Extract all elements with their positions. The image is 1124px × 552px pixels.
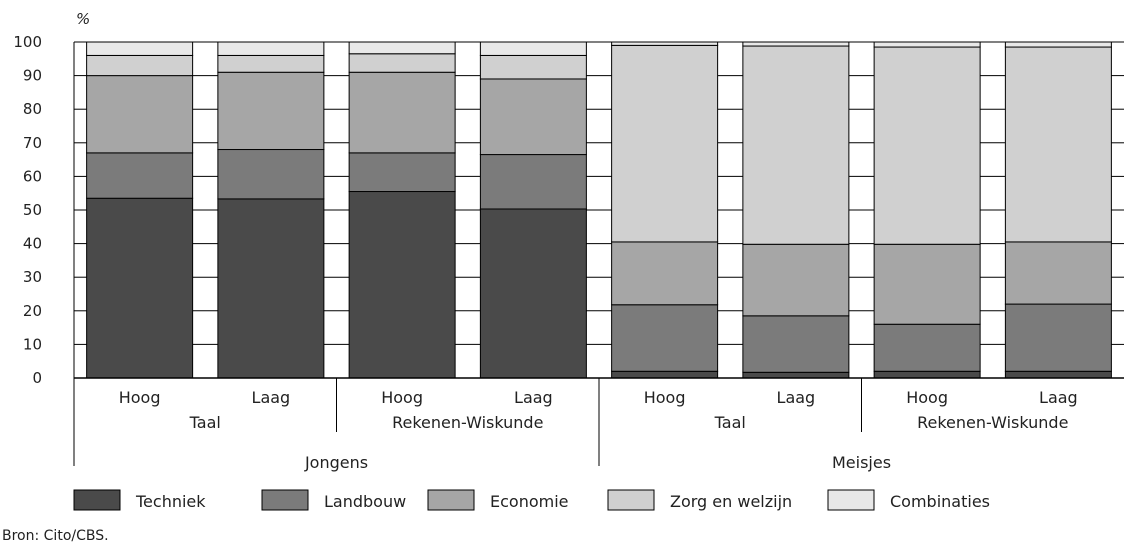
bar-segment-4-col-3 — [348, 53, 456, 73]
bar-segment-2-col-2 — [217, 149, 325, 200]
bar-segment-2-col-8 — [1004, 303, 1112, 372]
bar-segment-2-col-7 — [873, 323, 981, 372]
bar-segment-3-col-4 — [479, 78, 587, 156]
bar-segment-1-col-6 — [742, 371, 850, 379]
bar-segment-5-col-6 — [742, 41, 850, 47]
y-axis-unit-label: % — [76, 10, 90, 28]
subject-group-label-1: Taal — [189, 413, 221, 432]
legend-label-5: Combinaties — [890, 492, 990, 511]
y-tick-label-5: 40 — [23, 235, 42, 253]
category-label-8: Laag — [1039, 388, 1078, 407]
category-label-3: Hoog — [381, 388, 423, 407]
y-tick-label-3: 20 — [23, 302, 42, 320]
category-label-7: Hoog — [906, 388, 948, 407]
source-note: Bron: Cito/CBS. — [2, 528, 109, 544]
category-label-1: Hoog — [119, 388, 161, 407]
bar-segment-2-col-5 — [611, 304, 719, 372]
y-tick-label-10: 90 — [23, 67, 42, 85]
bar-segment-4-col-4 — [479, 54, 587, 80]
bar-segment-3-col-1 — [86, 75, 194, 154]
bar-segment-4-col-6 — [742, 45, 850, 245]
bar-segment-1-col-1 — [86, 197, 194, 379]
bar-segment-1-col-8 — [1004, 370, 1112, 379]
y-tick-label-9: 80 — [23, 100, 42, 118]
legend-swatch-1 — [73, 489, 121, 511]
gender-group-label-2: Meisjes — [832, 453, 891, 472]
legend-swatch-3 — [427, 489, 475, 511]
category-label-4: Laag — [514, 388, 553, 407]
bar-segment-1-col-7 — [873, 370, 981, 379]
bar-segment-1-col-3 — [348, 191, 456, 379]
legend-label-3: Economie — [490, 492, 569, 511]
subject-group-label-2: Rekenen-Wiskunde — [392, 413, 543, 432]
category-label-5: Hoog — [644, 388, 686, 407]
bar-segment-4-col-8 — [1004, 46, 1112, 243]
bar-segment-4-col-5 — [611, 44, 719, 243]
gender-group-label-1: Jongens — [304, 453, 368, 472]
bar-segment-2-col-4 — [479, 154, 587, 210]
bar-segment-2-col-1 — [86, 152, 194, 199]
legend-swatch-2 — [261, 489, 309, 511]
bar-segment-1-col-5 — [611, 370, 719, 379]
bar-segment-1-col-2 — [217, 198, 325, 379]
bar-segment-5-col-5 — [611, 41, 719, 46]
bar-segment-5-col-7 — [873, 41, 981, 48]
y-tick-label-7: 60 — [23, 167, 42, 185]
bar-segment-3-col-7 — [873, 243, 981, 325]
bar-segment-2-col-3 — [348, 152, 456, 193]
legend-swatch-4 — [607, 489, 655, 511]
bar-segment-3-col-3 — [348, 71, 456, 154]
y-tick-label-6: 50 — [23, 201, 42, 219]
legend-label-4: Zorg en welzijn — [670, 492, 792, 511]
bar-segment-4-col-7 — [873, 46, 981, 245]
legend-label-2: Landbouw — [324, 492, 406, 511]
legend-label-1: Techniek — [135, 492, 206, 511]
bar-segment-5-col-8 — [1004, 41, 1112, 48]
bar-segment-5-col-1 — [86, 41, 194, 56]
legend-swatch-5 — [827, 489, 875, 511]
bar-segment-5-col-2 — [217, 41, 325, 56]
bar-segment-4-col-2 — [217, 54, 325, 73]
y-tick-label-2: 10 — [23, 335, 42, 353]
labels-layer: 0 10 20 30 40 50 60 70 80 90 100% Hoog Laag Hoog Laag H… — [13, 10, 1077, 472]
y-tick-label-8: 70 — [23, 134, 42, 152]
bar-segment-5-col-4 — [479, 41, 587, 56]
bars-layer — [86, 41, 1112, 379]
y-tick-label-1: 0 — [32, 369, 42, 387]
bar-segment-4-col-1 — [86, 54, 194, 77]
legend: Techniek Landbouw Economie Zorg en welzijn C… — [73, 489, 990, 511]
bar-segment-3-col-8 — [1004, 241, 1112, 305]
bar-segment-1-col-4 — [479, 208, 587, 379]
axes-layer — [73, 41, 1124, 466]
bar-segment-5-col-3 — [348, 41, 456, 55]
subject-group-label-3: Taal — [714, 413, 746, 432]
bar-segment-3-col-6 — [742, 243, 850, 317]
category-label-2: Laag — [252, 388, 291, 407]
bar-segment-3-col-2 — [217, 71, 325, 151]
bar-segment-3-col-5 — [611, 241, 719, 306]
y-tick-label-4: 30 — [23, 268, 42, 286]
bar-segment-2-col-6 — [742, 315, 850, 373]
category-label-6: Laag — [777, 388, 816, 407]
subject-group-label-4: Rekenen-Wiskunde — [917, 413, 1068, 432]
y-tick-label-11: 100 — [13, 33, 42, 51]
